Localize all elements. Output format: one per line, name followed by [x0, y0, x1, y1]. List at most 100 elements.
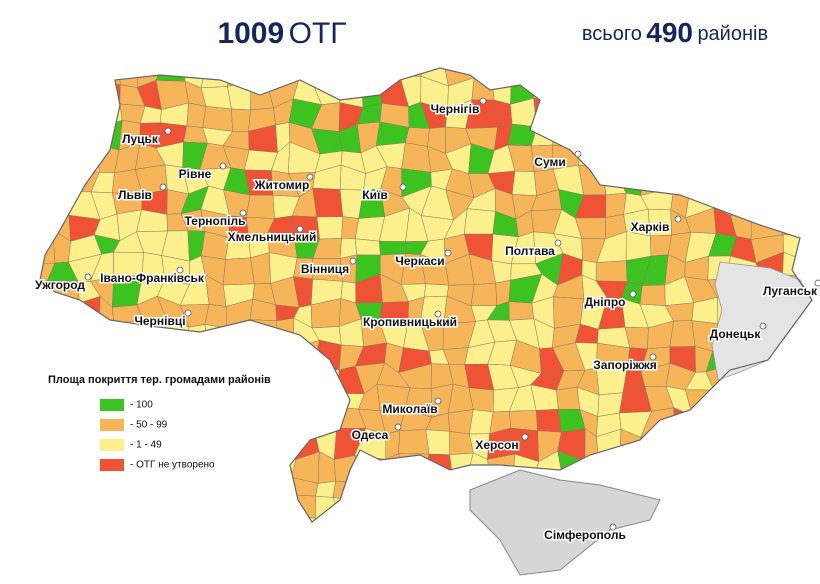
district: [207, 391, 232, 415]
district: [425, 494, 450, 522]
subtitle: всього 490 районів: [582, 17, 768, 48]
district: [711, 68, 734, 88]
district: [618, 121, 642, 147]
district: [799, 388, 812, 411]
district: [355, 516, 382, 522]
district: [316, 216, 344, 240]
district: [782, 429, 805, 453]
district: [554, 77, 584, 105]
district: [731, 147, 756, 166]
district: [750, 80, 779, 102]
district: [222, 494, 255, 522]
district: [90, 472, 123, 502]
district: [363, 477, 387, 506]
city-label: Одеса: [352, 428, 389, 442]
district: [68, 387, 97, 415]
district: [399, 482, 432, 500]
district: [692, 99, 712, 132]
district: [50, 102, 75, 123]
district: [67, 516, 102, 522]
district: [693, 519, 716, 522]
city-label: Кропивницький: [363, 315, 457, 329]
district: [799, 361, 812, 397]
district: [643, 77, 670, 110]
district: [755, 122, 784, 151]
district: [443, 517, 469, 522]
district: [313, 407, 340, 434]
districts: [40, 68, 812, 547]
district: [97, 498, 121, 522]
district: [249, 347, 279, 369]
city-dot: [814, 279, 820, 287]
district: [270, 364, 292, 390]
district: [797, 186, 812, 215]
district: [201, 428, 231, 460]
district: [157, 383, 189, 412]
district: [76, 296, 101, 328]
city-label: Тернопіль: [185, 214, 246, 228]
district: [68, 409, 98, 436]
district: [597, 68, 626, 78]
city-dot: [164, 127, 172, 135]
city-label: Ужгород: [35, 278, 85, 292]
district: [664, 450, 691, 484]
district: [669, 320, 696, 348]
district: [663, 145, 688, 176]
district: [71, 498, 101, 522]
city-dot: [434, 397, 442, 405]
district: [398, 453, 430, 484]
district: [69, 428, 98, 460]
district: [595, 260, 628, 282]
district: [49, 345, 76, 372]
district: [74, 454, 92, 474]
district: [625, 231, 652, 261]
district: [115, 339, 143, 374]
district: [667, 80, 695, 104]
district: [574, 75, 599, 107]
district: [731, 120, 761, 153]
district: [730, 432, 761, 458]
occupied-area: [711, 261, 813, 381]
district: [795, 521, 812, 522]
district: [50, 120, 73, 149]
city-label: Вінниця: [301, 262, 349, 276]
city-label: Полтава: [505, 244, 555, 258]
district: [553, 102, 585, 130]
district: [114, 521, 138, 522]
district: [40, 187, 54, 216]
legend-swatch: [100, 419, 124, 431]
district: [684, 428, 718, 459]
district: [531, 124, 554, 147]
district: [155, 68, 186, 82]
district: [91, 322, 122, 352]
district: [751, 147, 783, 175]
district: [245, 434, 277, 455]
district: [49, 187, 72, 216]
city-label: Львів: [118, 188, 152, 202]
district: [759, 362, 777, 390]
district: [182, 519, 211, 522]
district: [530, 68, 560, 81]
district: [71, 80, 93, 110]
city-dot: [219, 162, 227, 170]
district: [685, 389, 717, 416]
district: [54, 318, 78, 349]
district: [777, 522, 798, 547]
district: [309, 369, 340, 394]
city-dot: [759, 322, 767, 330]
district: [755, 433, 784, 458]
district: [470, 282, 498, 307]
district: [397, 494, 432, 519]
district: [70, 144, 100, 173]
district: [73, 318, 100, 347]
district: [780, 450, 801, 485]
district: [664, 172, 690, 192]
district: [706, 471, 740, 500]
district: [50, 496, 76, 522]
district: [157, 342, 186, 373]
district: [706, 450, 740, 479]
district: [800, 211, 812, 236]
district: [640, 121, 667, 147]
district: [755, 406, 784, 436]
